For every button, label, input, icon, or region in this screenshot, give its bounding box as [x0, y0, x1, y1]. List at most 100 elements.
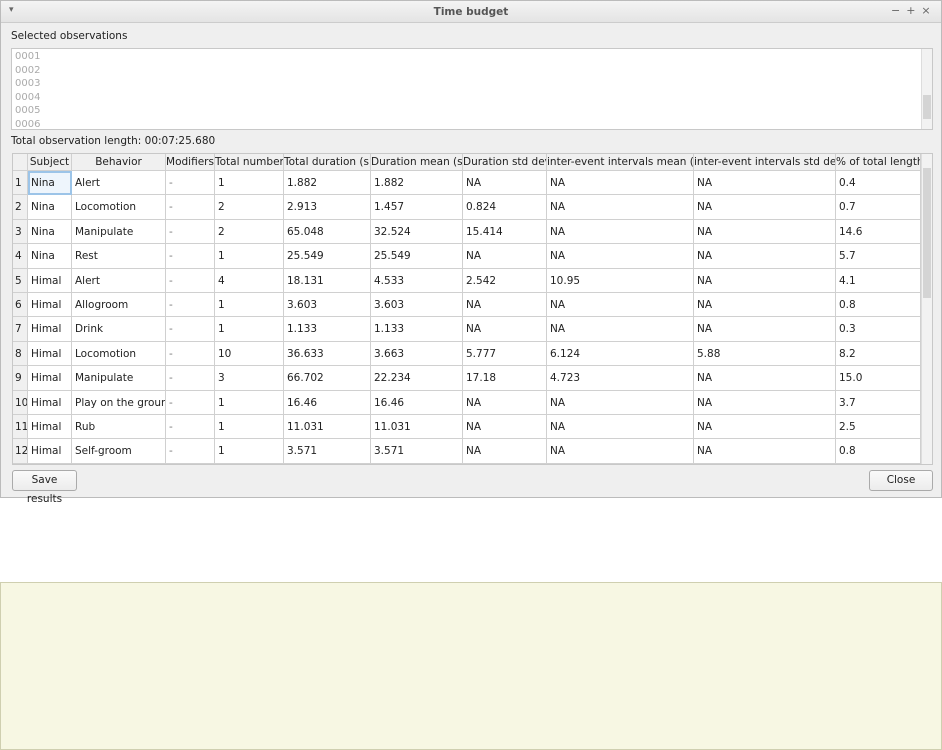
table-cell[interactable]: -	[166, 268, 215, 293]
table-cell[interactable]: NA	[547, 293, 694, 318]
table-cell[interactable]: NA	[463, 390, 547, 415]
table-cell[interactable]: 1	[215, 439, 284, 464]
table-cell[interactable]: -	[166, 366, 215, 391]
observations-list[interactable]: 0001 0002 0003 0004 0005 0006	[11, 48, 933, 130]
table-cell[interactable]: 6.124	[547, 341, 694, 367]
table-cell[interactable]: Nina	[28, 171, 72, 196]
table-cell[interactable]: 1	[215, 171, 284, 196]
table-cell[interactable]: NA	[694, 268, 836, 293]
table-cell[interactable]: -	[166, 390, 215, 415]
table-cell[interactable]: 5.777	[463, 341, 547, 367]
table-cell[interactable]: 25.549	[284, 244, 371, 269]
table-cell[interactable]: -	[166, 244, 215, 269]
table-cell[interactable]: 1.882	[284, 171, 371, 196]
table-cell[interactable]: NA	[547, 317, 694, 342]
table-cell[interactable]: Himal	[28, 341, 72, 367]
column-header[interactable]: Subject	[28, 154, 72, 171]
column-header[interactable]: Duration mean (s)	[371, 154, 463, 171]
table-cell[interactable]: Drink	[72, 317, 166, 342]
table-cell[interactable]: NA	[463, 171, 547, 196]
column-header[interactable]: Behavior	[72, 154, 166, 171]
table-cell[interactable]: Self-groom	[72, 439, 166, 464]
table-cell[interactable]: -	[166, 317, 215, 342]
table-cell[interactable]: 1.457	[371, 195, 463, 220]
table-cell[interactable]: Nina	[28, 244, 72, 269]
observation-item[interactable]: 0002	[15, 64, 41, 76]
table-cell[interactable]: 15.414	[463, 219, 547, 245]
table-cell[interactable]: NA	[463, 317, 547, 342]
table-cell[interactable]: NA	[694, 171, 836, 196]
table-cell[interactable]: NA	[547, 244, 694, 269]
table-cell[interactable]: 1	[215, 415, 284, 440]
table-cell[interactable]: 3	[215, 366, 284, 391]
scroll-thumb[interactable]	[923, 168, 931, 298]
table-cell[interactable]: 0.3	[836, 317, 921, 342]
table-cell[interactable]: 11.031	[284, 415, 371, 440]
table-cell[interactable]: 0.824	[463, 195, 547, 220]
table-cell[interactable]: NA	[694, 195, 836, 220]
close-button[interactable]: Close	[869, 470, 933, 491]
table-cell[interactable]: NA	[463, 415, 547, 440]
menu-arrow[interactable]: ▾	[9, 5, 14, 15]
table-cell[interactable]: -	[166, 439, 215, 464]
table-cell[interactable]: NA	[547, 171, 694, 196]
table-cell[interactable]: NA	[547, 390, 694, 415]
table-cell[interactable]: NA	[694, 366, 836, 391]
observation-item[interactable]: 0006	[15, 119, 41, 130]
table-cell[interactable]: 22.234	[371, 366, 463, 391]
table-cell[interactable]: -	[166, 171, 215, 196]
table-cell[interactable]: -	[166, 341, 215, 367]
table-cell[interactable]: 15.0	[836, 366, 921, 391]
window-controls[interactable]: −+×	[891, 4, 937, 17]
table-cell[interactable]: NA	[547, 415, 694, 440]
table-cell[interactable]: Rub	[72, 415, 166, 440]
table-cell[interactable]: Himal	[28, 439, 72, 464]
column-header[interactable]: Modifiers	[166, 154, 215, 171]
observation-item[interactable]: 0005	[15, 105, 41, 117]
table-cell[interactable]: Manipulate	[72, 366, 166, 391]
column-header[interactable]: inter-event intervals mean (s)	[547, 154, 694, 171]
scrollbar[interactable]	[921, 154, 932, 464]
table-cell[interactable]: 1	[215, 390, 284, 415]
column-header[interactable]: inter-event intervals std dev	[694, 154, 836, 171]
table-cell[interactable]: Himal	[28, 366, 72, 391]
table-cell[interactable]: NA	[694, 390, 836, 415]
table-cell[interactable]: -	[166, 219, 215, 245]
table-cell[interactable]: NA	[694, 317, 836, 342]
table-cell[interactable]: 2.913	[284, 195, 371, 220]
table-cell[interactable]: 0.8	[836, 439, 921, 464]
table-cell[interactable]: 3.603	[371, 293, 463, 318]
table-cell[interactable]: Rest	[72, 244, 166, 269]
table-cell[interactable]: 3.7	[836, 390, 921, 415]
table-cell[interactable]: Himal	[28, 268, 72, 293]
column-header[interactable]: Total number	[215, 154, 284, 171]
table-cell[interactable]: 1.882	[371, 171, 463, 196]
table-cell[interactable]: 65.048	[284, 219, 371, 245]
table-cell[interactable]: 4.533	[371, 268, 463, 293]
observation-item[interactable]: 0001	[15, 51, 41, 62]
table-cell[interactable]: 0.8	[836, 293, 921, 318]
table-cell[interactable]: 10.95	[547, 268, 694, 293]
table-cell[interactable]: 2.542	[463, 268, 547, 293]
table-cell[interactable]: -	[166, 293, 215, 318]
table-cell[interactable]: Nina	[28, 195, 72, 220]
table-cell[interactable]: 4.723	[547, 366, 694, 391]
table-cell[interactable]: 2	[215, 195, 284, 220]
table-cell[interactable]: Nina	[28, 219, 72, 245]
table-cell[interactable]: 4.1	[836, 268, 921, 293]
table-cell[interactable]: Alert	[72, 171, 166, 196]
table-cell[interactable]: 3.603	[284, 293, 371, 318]
table-cell[interactable]: 18.131	[284, 268, 371, 293]
table-cell[interactable]: 36.633	[284, 341, 371, 367]
observation-item[interactable]: 0004	[15, 91, 41, 103]
table-cell[interactable]: Locomotion	[72, 195, 166, 220]
table-cell[interactable]: 10	[215, 341, 284, 367]
table-cell[interactable]: Allogroom	[72, 293, 166, 318]
table-cell[interactable]: 1	[215, 317, 284, 342]
table-cell[interactable]: -	[166, 195, 215, 220]
table-cell[interactable]: 11.031	[371, 415, 463, 440]
table-cell[interactable]: NA	[694, 439, 836, 464]
table-cell[interactable]: 25.549	[371, 244, 463, 269]
table-cell[interactable]: Himal	[28, 317, 72, 342]
table-cell[interactable]: 32.524	[371, 219, 463, 245]
